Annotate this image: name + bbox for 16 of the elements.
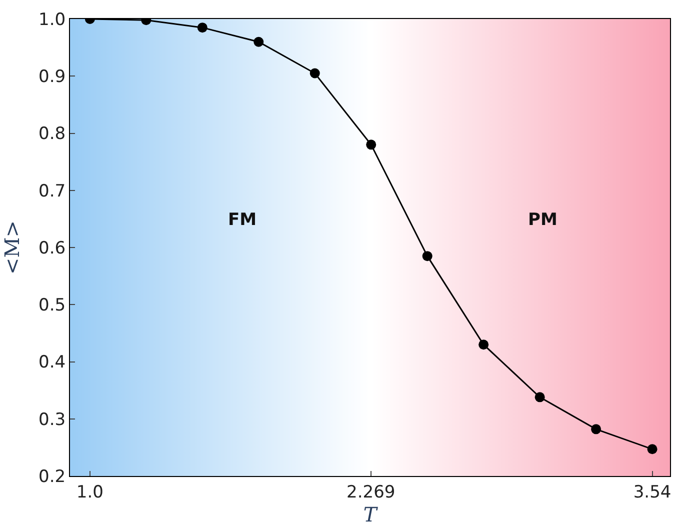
y-axis-title: <M> [0, 220, 24, 274]
y-tick-label: 0.5 [38, 296, 66, 316]
band-label: PM [528, 210, 558, 230]
x-tick-label: 2.269 [346, 482, 396, 502]
x-tick-label: 3.54 [633, 482, 672, 502]
y-tick-label: 0.3 [38, 410, 66, 430]
x-axis-title: T [363, 502, 378, 526]
y-tick-label: 0.8 [38, 124, 66, 144]
x-tick-label: 1.0 [76, 482, 104, 502]
y-tick-label: 0.9 [38, 67, 66, 88]
y-tick-label: 0.4 [38, 352, 66, 373]
y-tick-label: 0.2 [38, 466, 66, 487]
band-label: FM [228, 210, 257, 230]
y-tick-label: 0.7 [38, 181, 66, 202]
y-tick-label: 0.6 [38, 238, 66, 258]
y-tick-label: 1.0 [38, 10, 66, 30]
